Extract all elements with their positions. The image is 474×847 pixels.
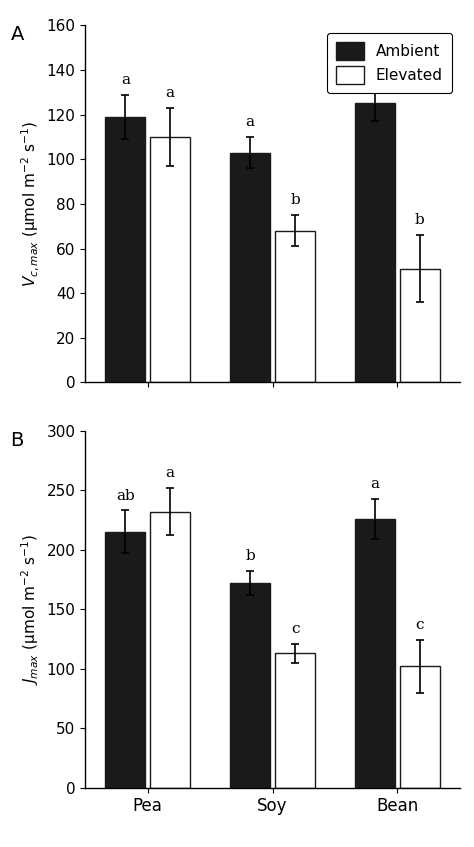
Text: c: c: [291, 622, 299, 636]
Bar: [275, 230, 315, 382]
Text: a: a: [370, 477, 379, 490]
Text: A: A: [10, 25, 24, 44]
Bar: [400, 268, 440, 382]
Text: ab: ab: [116, 489, 135, 502]
Text: c: c: [416, 618, 424, 633]
Bar: [105, 117, 145, 382]
Text: b: b: [290, 193, 300, 208]
Text: b: b: [415, 213, 425, 227]
Text: a: a: [166, 466, 175, 480]
Text: B: B: [10, 431, 24, 450]
Bar: [355, 103, 395, 382]
Y-axis label: $V_{c,max}$ (μmol m$^{-2}$ s$^{-1}$): $V_{c,max}$ (μmol m$^{-2}$ s$^{-1}$): [19, 121, 41, 287]
Bar: [105, 532, 145, 788]
Bar: [230, 152, 270, 382]
Text: b: b: [245, 550, 255, 563]
Bar: [275, 653, 315, 788]
Bar: [355, 519, 395, 788]
Legend: Ambient, Elevated: Ambient, Elevated: [327, 33, 452, 93]
Text: a: a: [121, 73, 130, 86]
Bar: [150, 137, 190, 382]
Bar: [230, 583, 270, 788]
Text: a: a: [370, 64, 379, 78]
Y-axis label: $J_{max}$ (μmol m$^{-2}$ s$^{-1}$): $J_{max}$ (μmol m$^{-2}$ s$^{-1}$): [19, 534, 41, 685]
Text: a: a: [166, 86, 175, 100]
Text: a: a: [246, 115, 255, 129]
Bar: [150, 512, 190, 788]
Bar: [400, 667, 440, 788]
